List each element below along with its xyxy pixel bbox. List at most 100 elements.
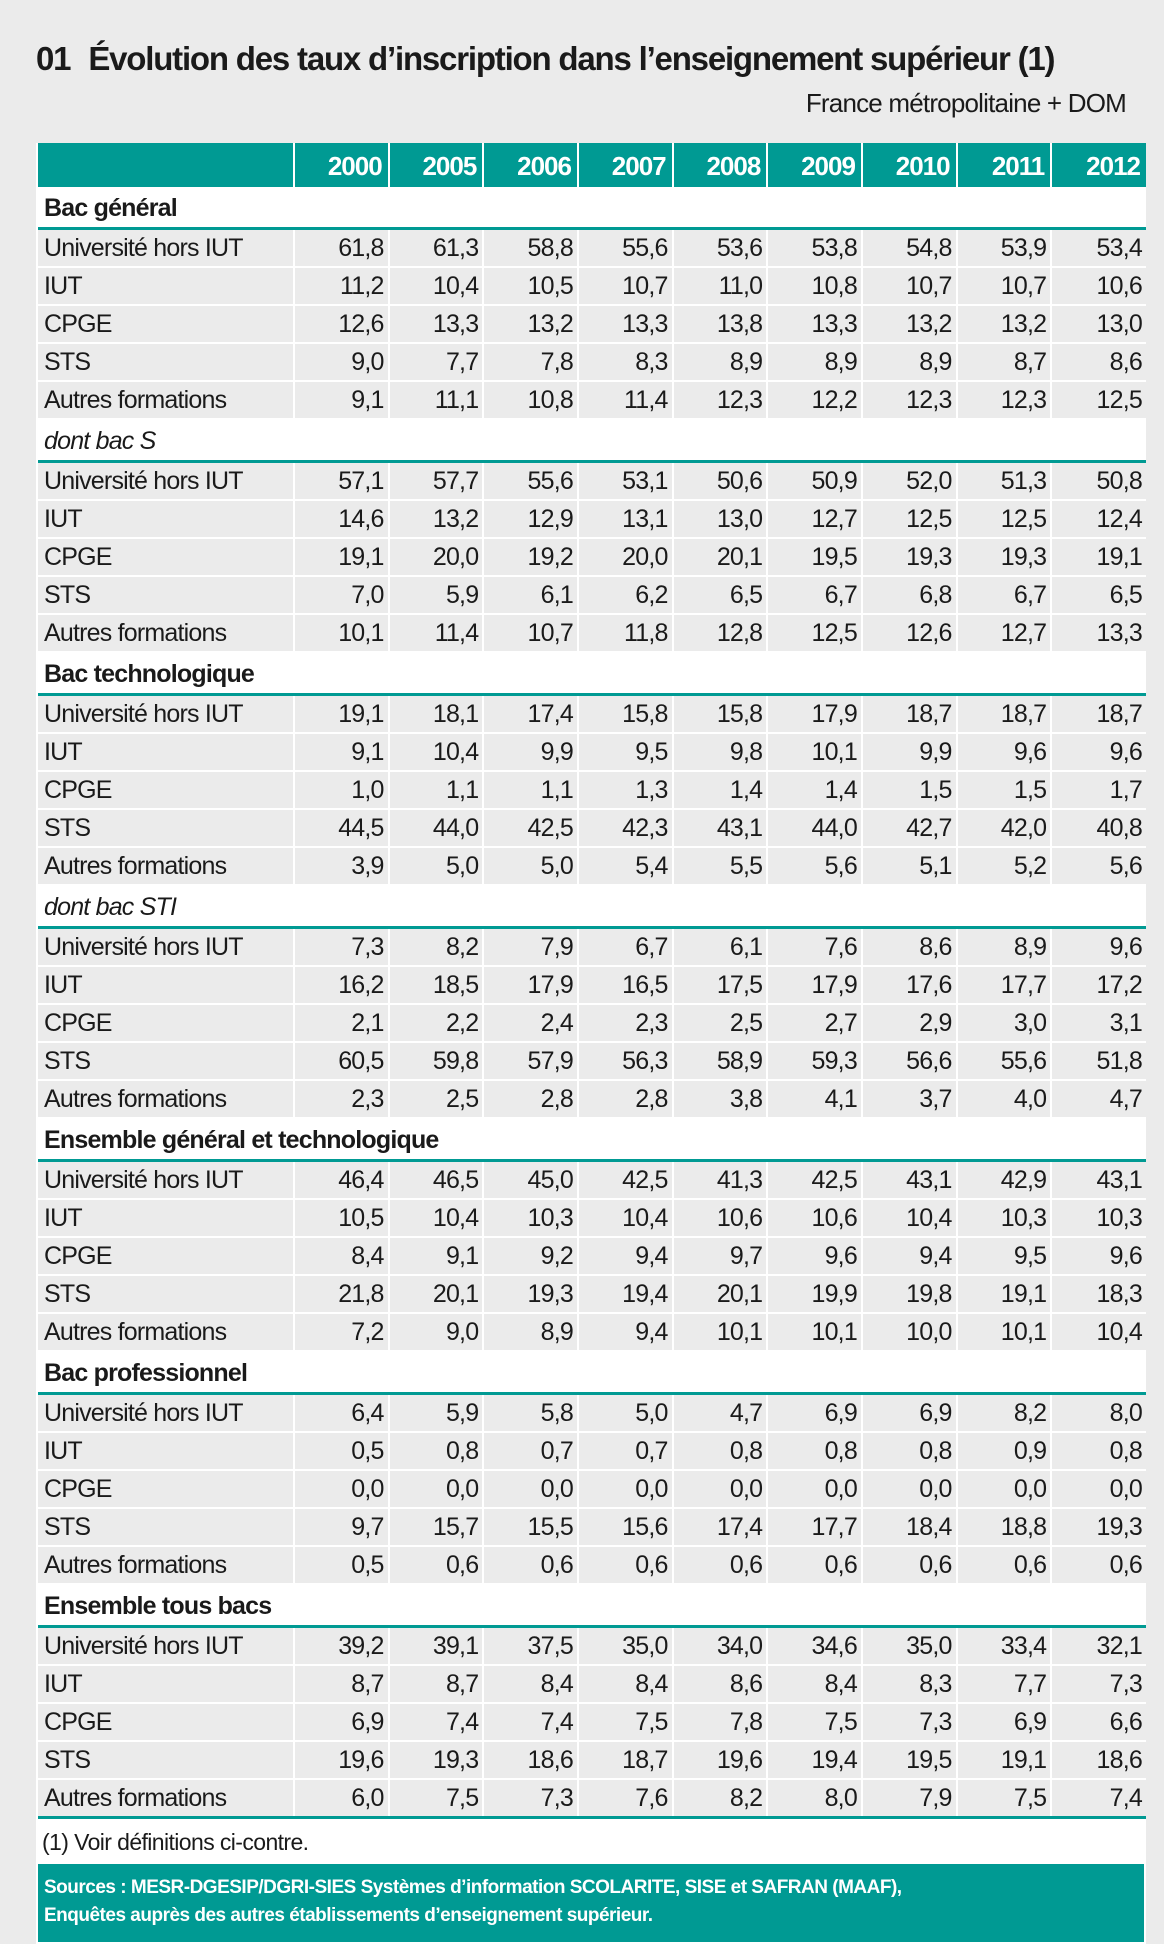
value-cell: 0,5: [293, 1432, 389, 1471]
value-cell: 18,6: [1050, 1741, 1146, 1780]
value-cell: 1,7: [1050, 771, 1146, 810]
section-header-row: Ensemble tous bacs: [38, 1584, 1146, 1628]
value-cell: 0,0: [576, 1470, 673, 1509]
table-row: IUT 9,1 10,4 9,9 9,5 9,8 10,1 9,9 9,6 9,6: [38, 733, 1146, 772]
value-cell: 13,2: [955, 305, 1052, 344]
year-header: 2008: [671, 143, 768, 187]
value-cell: 10,7: [482, 614, 578, 653]
value-cell: 7,4: [387, 1703, 484, 1742]
value-cell: 0,8: [671, 1432, 768, 1471]
value-cell: 8,0: [766, 1779, 862, 1819]
value-cell: 15,7: [387, 1508, 484, 1547]
row-label: CPGE: [38, 771, 294, 810]
table-row: IUT 14,6 13,2 12,9 13,1 13,0 12,7 12,5 12,5 12,4: [38, 500, 1146, 539]
value-cell: 2,5: [387, 1080, 484, 1119]
value-cell: 19,1: [955, 1741, 1052, 1780]
value-cell: 12,8: [671, 614, 768, 653]
value-cell: 12,2: [766, 381, 862, 420]
value-cell: 8,7: [955, 343, 1052, 382]
value-cell: 17,4: [671, 1508, 768, 1547]
year-header: 2010: [860, 143, 957, 187]
value-cell: 7,8: [671, 1703, 768, 1742]
table-row: CPGE 12,6 13,3 13,2 13,3 13,8 13,3 13,2 13,2 13,0: [38, 305, 1146, 344]
table-row: STS 7,0 5,9 6,1 6,2 6,5 6,7 6,8 6,7 6,5: [38, 576, 1146, 615]
value-cell: 3,0: [955, 1004, 1052, 1043]
value-cell: 7,9: [482, 927, 578, 967]
value-cell: 1,4: [766, 771, 862, 810]
value-cell: 41,3: [671, 1160, 768, 1200]
row-label: IUT: [38, 1665, 294, 1704]
table-row: CPGE 19,1 20,0 19,2 20,0 20,1 19,5 19,3 19,3 19,1: [38, 538, 1146, 577]
table-row: IUT 10,5 10,4 10,3 10,4 10,6 10,6 10,4 10,3 10,3: [38, 1199, 1146, 1238]
value-cell: 0,8: [860, 1432, 957, 1471]
value-cell: 10,1: [955, 1313, 1052, 1352]
value-cell: 15,8: [671, 694, 768, 734]
value-cell: 13,0: [671, 500, 768, 539]
value-cell: 42,9: [955, 1160, 1052, 1200]
value-cell: 0,0: [387, 1470, 484, 1509]
year-header: 2005: [387, 143, 484, 187]
row-label: Université hors IUT: [38, 228, 294, 268]
value-cell: 13,1: [576, 500, 673, 539]
value-cell: 6,8: [860, 576, 957, 615]
value-cell: 20,1: [671, 1275, 768, 1314]
value-cell: 39,1: [387, 1626, 484, 1666]
value-cell: 18,7: [576, 1741, 673, 1780]
row-label: Autres formations: [38, 847, 294, 886]
value-cell: 10,8: [482, 381, 578, 420]
value-cell: 42,7: [860, 809, 957, 848]
table-row: STS 9,0 7,7 7,8 8,3 8,9 8,9 8,9 8,7 8,6: [38, 343, 1146, 382]
value-cell: 7,3: [860, 1703, 957, 1742]
value-cell: 17,9: [766, 966, 862, 1005]
value-cell: 21,8: [293, 1275, 389, 1314]
value-cell: 57,7: [387, 461, 484, 501]
value-cell: 2,5: [671, 1004, 768, 1043]
value-cell: 50,9: [766, 461, 862, 501]
table-panel: 2000 2005 2006 2007 2008 2009 2010 2011 2012 Bac…: [36, 143, 1146, 1944]
value-cell: 8,2: [671, 1779, 768, 1819]
sources-line: Enquêtes auprès des autres établissement…: [44, 1905, 653, 1926]
value-cell: 44,0: [766, 809, 862, 848]
value-cell: 18,4: [860, 1508, 957, 1547]
table-row: Autres formations 6,0 7,5 7,3 7,6 8,2 8,0 7,9 7,…: [38, 1779, 1146, 1819]
value-cell: 8,7: [293, 1665, 389, 1704]
value-cell: 10,3: [955, 1199, 1052, 1238]
value-cell: 12,5: [766, 614, 862, 653]
row-label: CPGE: [38, 538, 294, 577]
value-cell: 0,6: [576, 1546, 673, 1585]
value-cell: 7,5: [387, 1779, 484, 1819]
value-cell: 0,0: [482, 1470, 578, 1509]
value-cell: 13,3: [576, 305, 673, 344]
table-body: Bac général Université hors IUT 61,8 61,3 58…: [38, 187, 1146, 1819]
value-cell: 10,5: [293, 1199, 389, 1238]
value-cell: 5,6: [766, 847, 862, 886]
row-label: STS: [38, 809, 294, 848]
value-cell: 8,9: [955, 927, 1052, 967]
value-cell: 10,1: [671, 1313, 768, 1352]
value-cell: 18,7: [860, 694, 957, 734]
value-cell: 1,5: [955, 771, 1052, 810]
value-cell: 5,4: [576, 847, 673, 886]
value-cell: 19,3: [387, 1741, 484, 1780]
value-cell: 53,9: [955, 228, 1052, 268]
value-cell: 8,4: [766, 1665, 862, 1704]
value-cell: 13,2: [482, 305, 578, 344]
value-cell: 19,5: [766, 538, 862, 577]
value-cell: 6,9: [955, 1703, 1052, 1742]
row-label: Université hors IUT: [38, 1626, 294, 1666]
value-cell: 8,9: [482, 1313, 578, 1352]
value-cell: 2,7: [766, 1004, 862, 1043]
value-cell: 9,7: [293, 1508, 389, 1547]
value-cell: 9,1: [293, 733, 389, 772]
value-cell: 10,7: [576, 267, 673, 306]
value-cell: 9,0: [387, 1313, 484, 1352]
value-cell: 20,0: [576, 538, 673, 577]
value-cell: 10,4: [576, 1199, 673, 1238]
value-cell: 59,8: [387, 1042, 484, 1081]
row-label: CPGE: [38, 305, 294, 344]
value-cell: 7,0: [293, 576, 389, 615]
value-cell: 9,1: [387, 1237, 484, 1276]
value-cell: 58,9: [671, 1042, 768, 1081]
value-cell: 1,1: [387, 771, 484, 810]
value-cell: 42,5: [766, 1160, 862, 1200]
